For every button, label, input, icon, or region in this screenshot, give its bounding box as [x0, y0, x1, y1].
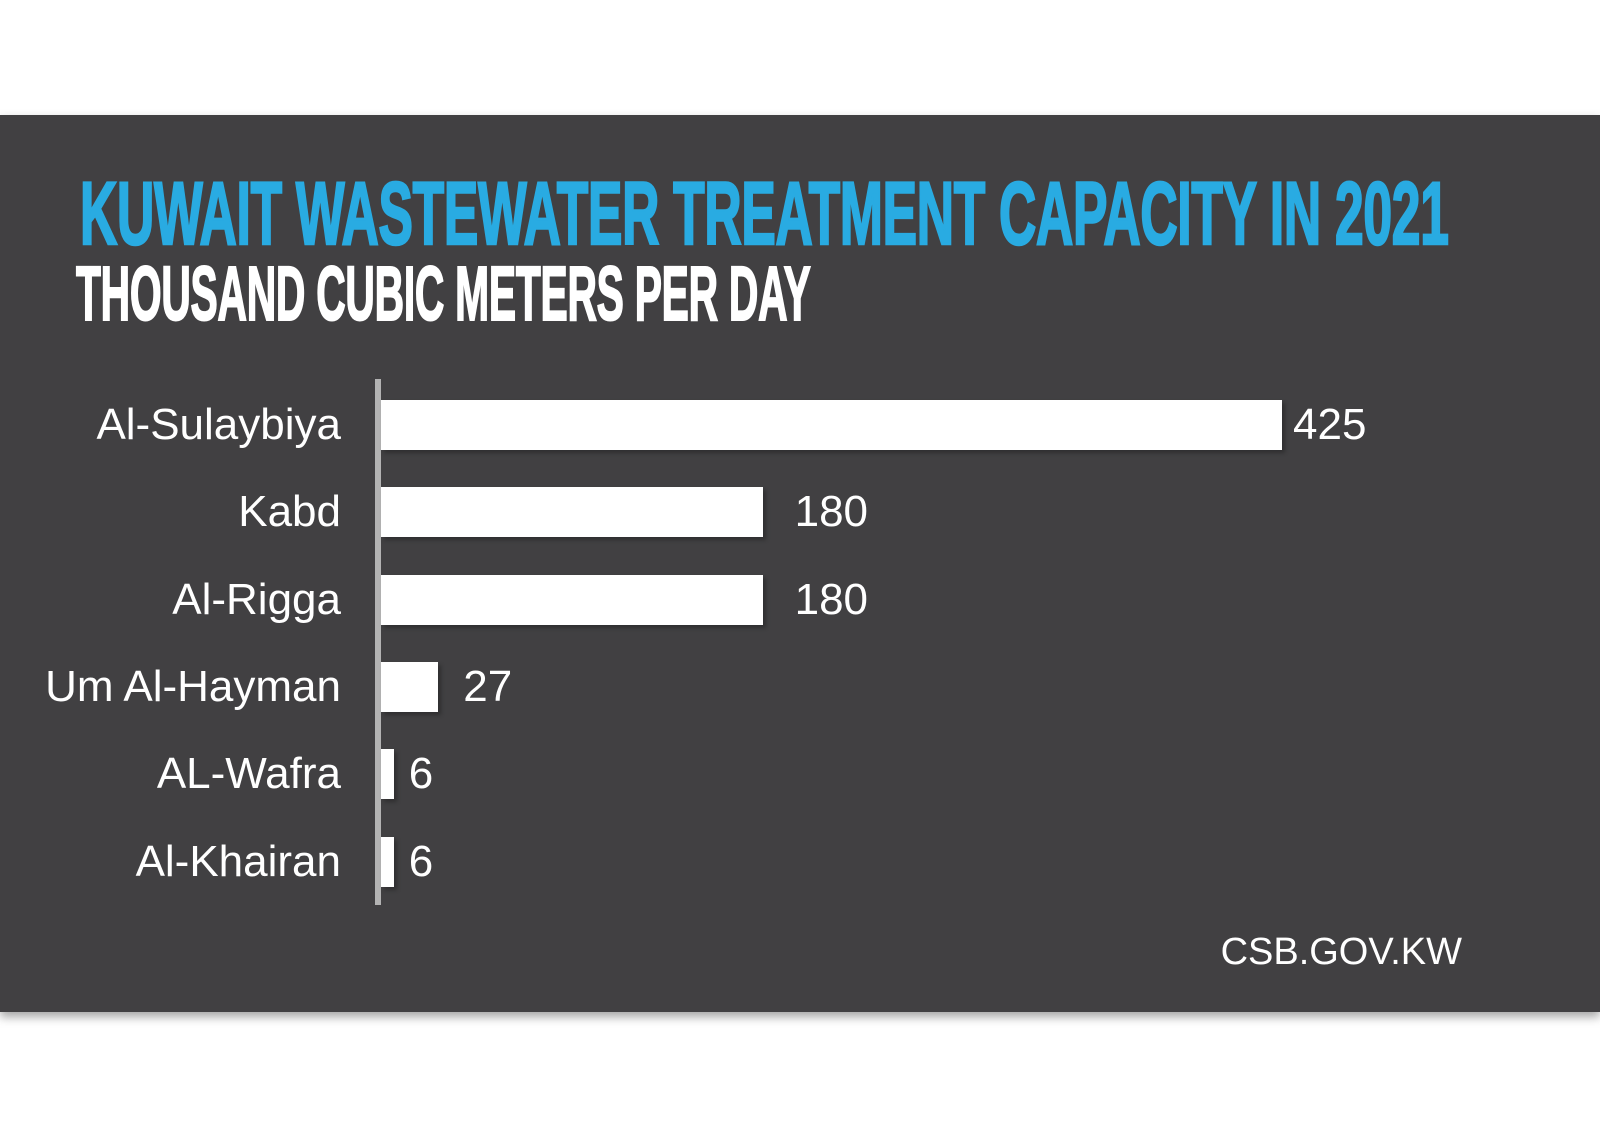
chart-subtitle: THOUSAND CUBIC METERS PER DAY [75, 251, 811, 337]
value-label: 425 [1293, 400, 1367, 449]
bar [381, 400, 1282, 450]
value-label: 27 [463, 661, 513, 711]
y-axis-line [375, 379, 381, 905]
value-label: 6 [408, 836, 434, 886]
chart-row: AL-Wafra 6 [0, 749, 1600, 800]
chart-row: Kabd 180 [0, 487, 1600, 538]
value-label: 180 [794, 574, 869, 624]
bar [381, 661, 439, 712]
value-label: 180 [794, 487, 869, 537]
chart-row: Al-Khairan 6 [0, 836, 1600, 887]
bar [381, 749, 394, 800]
category-label: Um Al-Hayman [45, 661, 341, 711]
chart-row: Al-Sulaybiya 425 [0, 400, 1600, 450]
source-text: CSB.GOV.KW [1220, 931, 1462, 973]
bar [381, 836, 394, 887]
chart-row: Al-Rigga 180 [0, 574, 1600, 625]
category-label: Al-Sulaybiya [96, 400, 341, 449]
chart-title: KUWAIT WASTEWATER TREATMENT CAPACITY IN … [79, 163, 1449, 263]
value-label: 6 [408, 749, 434, 799]
category-label: AL-Wafra [156, 749, 341, 799]
chart-area: Al-Sulaybiya 425 Kabd 180 Al-Rigga 180 Um Al-H… [0, 379, 1600, 905]
infographic-panel: KUWAIT WASTEWATER TREATMENT CAPACITY IN … [0, 115, 1600, 1012]
bar [381, 487, 763, 538]
chart-row: Um Al-Hayman 27 [0, 661, 1600, 712]
category-label: Al-Khairan [135, 836, 341, 886]
bar [381, 574, 763, 625]
category-label: Kabd [238, 487, 341, 537]
category-label: Al-Rigga [172, 574, 341, 624]
